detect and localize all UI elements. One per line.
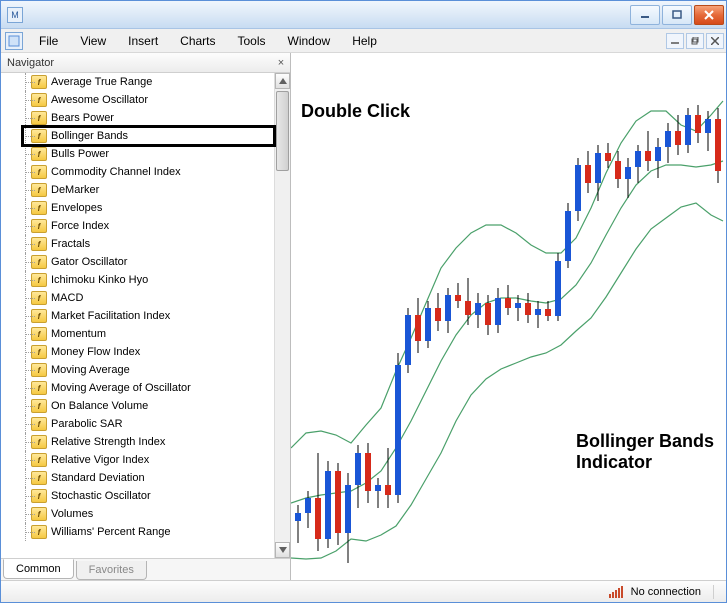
tree-item-label: Momentum [51, 328, 106, 340]
tree-item-label: Stochastic Oscillator [51, 490, 151, 502]
tree-item[interactable]: fGator Oscillator [1, 253, 274, 271]
tree-item[interactable]: fEnvelopes [1, 199, 274, 217]
navigator-header: Navigator × [1, 53, 290, 73]
tree-item[interactable]: fBulls Power [1, 145, 274, 163]
app-icon: M [7, 7, 23, 23]
maximize-button[interactable] [662, 5, 692, 25]
navigator-panel: Navigator × fAverage True RangefAwesome … [1, 53, 291, 580]
tree-item[interactable]: fMarket Facilitation Index [1, 307, 274, 325]
tree-item-label: Awesome Oscillator [51, 94, 148, 106]
tree-item[interactable]: fAverage True Range [1, 73, 274, 91]
menu-insert[interactable]: Insert [118, 31, 168, 51]
tree-item[interactable]: fForce Index [1, 217, 274, 235]
tree-item[interactable]: fStochastic Oscillator [1, 487, 274, 505]
tree-item-label: Average True Range [51, 76, 152, 88]
tree-item-label: MACD [51, 292, 83, 304]
scroll-down-icon[interactable] [275, 542, 290, 558]
menu-window[interactable]: Window [278, 31, 341, 51]
tree-item-label: Relative Strength Index [51, 436, 165, 448]
tree-item[interactable]: fIchimoku Kinko Hyo [1, 271, 274, 289]
tree-item[interactable]: fMoving Average of Oscillator [1, 379, 274, 397]
tree-item-label: Standard Deviation [51, 472, 145, 484]
tree-item-label: Parabolic SAR [51, 418, 123, 430]
tree-item-label: Commodity Channel Index [51, 166, 181, 178]
tree-item[interactable]: fFractals [1, 235, 274, 253]
menu-view[interactable]: View [70, 31, 116, 51]
annotation-double-click: Double Click [301, 101, 410, 122]
candlestick-chart [291, 53, 726, 580]
tree-item[interactable]: fOn Balance Volume [1, 397, 274, 415]
chart-area[interactable]: Double Click Bollinger Bands Indicator [291, 53, 726, 580]
tree-item-label: Force Index [51, 220, 109, 232]
navigator-scrollbar[interactable] [274, 73, 290, 558]
menu-file[interactable]: File [29, 31, 68, 51]
statusbar: No connection [1, 580, 726, 602]
tree-item[interactable]: fStandard Deviation [1, 469, 274, 487]
tree-item-label: Moving Average of Oscillator [51, 382, 191, 394]
navigator-tabs: Common Favorites [1, 558, 290, 580]
tree-item-label: Bulls Power [51, 148, 109, 160]
tree-item[interactable]: fBears Power [1, 109, 274, 127]
app-menu-icon[interactable] [5, 32, 23, 50]
tree-item[interactable]: fMomentum [1, 325, 274, 343]
tree-item-label: Bears Power [51, 112, 114, 124]
tree-item-label: DeMarker [51, 184, 99, 196]
scroll-thumb[interactable] [276, 91, 289, 171]
annotation-indicator: Bollinger Bands Indicator [576, 431, 714, 473]
tree-item-label: Relative Vigor Index [51, 454, 149, 466]
app-window: M File View Insert Charts Tools Window H… [0, 0, 727, 603]
tree-item-label: Market Facilitation Index [51, 310, 170, 322]
menu-charts[interactable]: Charts [170, 31, 225, 51]
tree-item[interactable]: fVolumes [1, 505, 274, 523]
status-text: No connection [631, 586, 701, 598]
tree-item-label: Envelopes [51, 202, 102, 214]
navigator-tree: fAverage True RangefAwesome OscillatorfB… [1, 73, 290, 558]
tree-item[interactable]: fCommodity Channel Index [1, 163, 274, 181]
child-close-button[interactable] [706, 33, 724, 49]
menubar: File View Insert Charts Tools Window Hel… [1, 29, 726, 53]
child-minimize-button[interactable] [666, 33, 684, 49]
menu-tools[interactable]: Tools [228, 31, 276, 51]
tree-item[interactable]: fRelative Strength Index [1, 433, 274, 451]
status-separator [713, 585, 714, 599]
tree-item-label: Money Flow Index [51, 346, 140, 358]
tree-item-label: Gator Oscillator [51, 256, 127, 268]
scroll-up-icon[interactable] [275, 73, 290, 89]
navigator-title: Navigator [7, 57, 54, 69]
titlebar: M [1, 1, 726, 29]
tree-item[interactable]: fDeMarker [1, 181, 274, 199]
tree-item[interactable]: fWilliams' Percent Range [1, 523, 274, 541]
tree-item-label: Fractals [51, 238, 90, 250]
tree-item-label: Bollinger Bands [51, 130, 128, 142]
close-button[interactable] [694, 5, 724, 25]
navigator-close-icon[interactable]: × [274, 56, 288, 70]
tree-item[interactable]: fMACD [1, 289, 274, 307]
tree-item[interactable]: fParabolic SAR [1, 415, 274, 433]
tree-item[interactable]: fBollinger Bands [1, 127, 274, 145]
tree-item[interactable]: fRelative Vigor Index [1, 451, 274, 469]
tree-item-label: Williams' Percent Range [51, 526, 170, 538]
menu-help[interactable]: Help [342, 31, 387, 51]
tree-item[interactable]: fMoving Average [1, 361, 274, 379]
tab-common[interactable]: Common [3, 559, 74, 579]
tree-item[interactable]: fMoney Flow Index [1, 343, 274, 361]
minimize-button[interactable] [630, 5, 660, 25]
tree-item-label: Volumes [51, 508, 93, 520]
tree-item[interactable]: fAwesome Oscillator [1, 91, 274, 109]
tree-item-label: On Balance Volume [51, 400, 148, 412]
tab-favorites[interactable]: Favorites [76, 561, 147, 580]
connection-signal-icon [609, 586, 623, 598]
tree-item-label: Moving Average [51, 364, 130, 376]
child-restore-button[interactable] [686, 33, 704, 49]
tree-item-label: Ichimoku Kinko Hyo [51, 274, 148, 286]
